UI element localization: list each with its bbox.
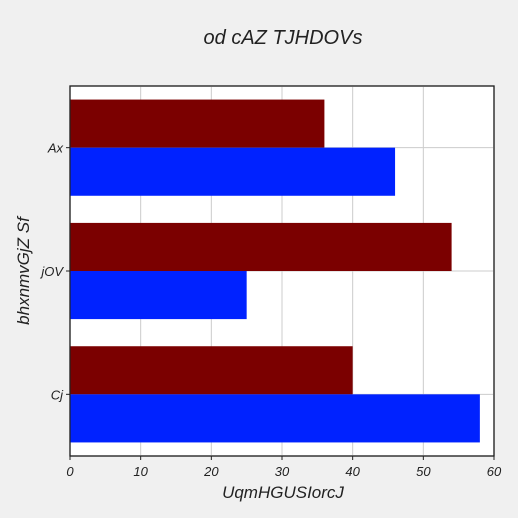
y-tick-label: jOV — [39, 264, 64, 279]
x-axis-label: UqmHGUSIorcJ — [222, 483, 344, 502]
y-tick-label: Cj — [51, 387, 64, 402]
x-axis-ticks: 0 10 20 30 40 50 60 — [66, 456, 502, 479]
x-tick-label: 20 — [203, 464, 219, 479]
x-tick-label: 30 — [275, 464, 290, 479]
bar — [70, 222, 452, 271]
x-tick-label: 10 — [133, 464, 148, 479]
y-tick-label: Ax — [47, 141, 64, 156]
x-tick-label: 50 — [416, 464, 431, 479]
bar — [70, 394, 480, 443]
chart-title: od cAZ TJHDOVs — [204, 27, 363, 49]
bar — [70, 271, 247, 320]
bar — [70, 99, 325, 148]
x-tick-label: 0 — [66, 464, 74, 479]
x-tick-label: 40 — [345, 464, 360, 479]
bar — [70, 346, 353, 395]
bars — [70, 99, 480, 443]
y-axis-label: bhxnmvGjZ Sf — [14, 215, 33, 325]
bar — [70, 147, 396, 196]
y-axis-ticks: Ax jOV Cj — [39, 141, 70, 402]
x-tick-label: 60 — [487, 464, 502, 479]
